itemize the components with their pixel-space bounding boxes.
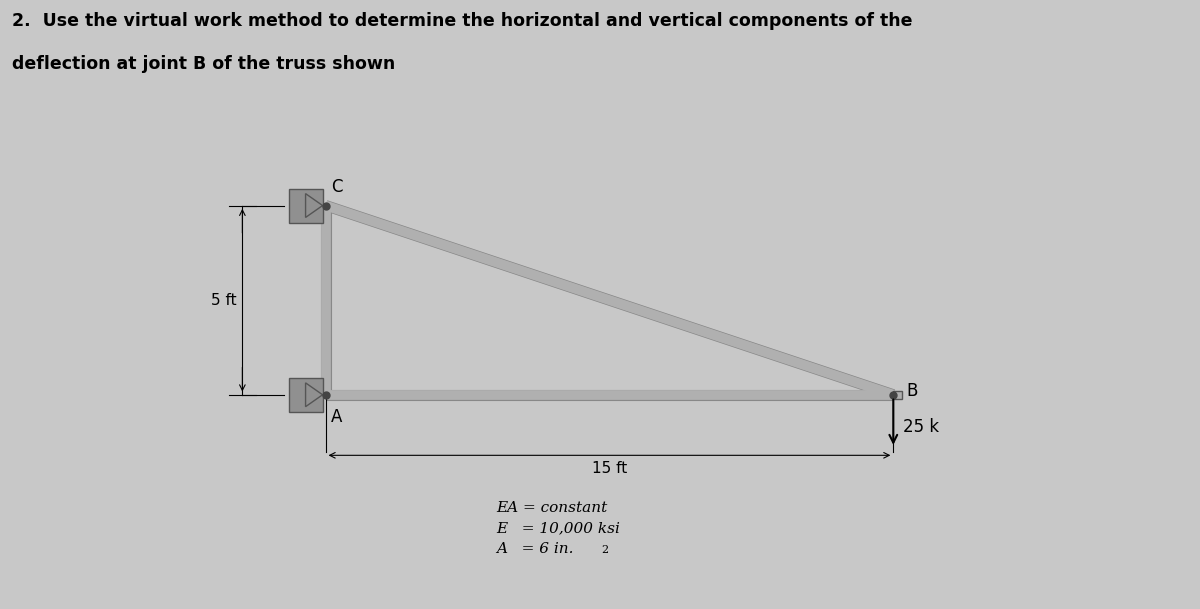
Text: C: C [331,178,343,196]
Polygon shape [306,383,323,407]
Text: E   = 10,000 ksi: E = 10,000 ksi [496,521,620,535]
Text: EA = constant: EA = constant [496,501,607,515]
Text: A   = 6 in.: A = 6 in. [496,543,574,557]
Text: A: A [331,408,343,426]
FancyBboxPatch shape [288,189,323,222]
Polygon shape [306,194,323,217]
Text: 5 ft: 5 ft [211,293,236,308]
FancyBboxPatch shape [288,378,323,412]
Text: 2: 2 [601,546,608,555]
Text: deflection at joint B of the truss shown: deflection at joint B of the truss shown [12,55,395,73]
Text: B: B [906,382,918,400]
Text: 2.  Use the virtual work method to determine the horizontal and vertical compone: 2. Use the virtual work method to determ… [12,12,912,30]
Bar [893,390,901,399]
Text: 25 k: 25 k [902,418,938,435]
Text: 15 ft: 15 ft [592,461,628,476]
